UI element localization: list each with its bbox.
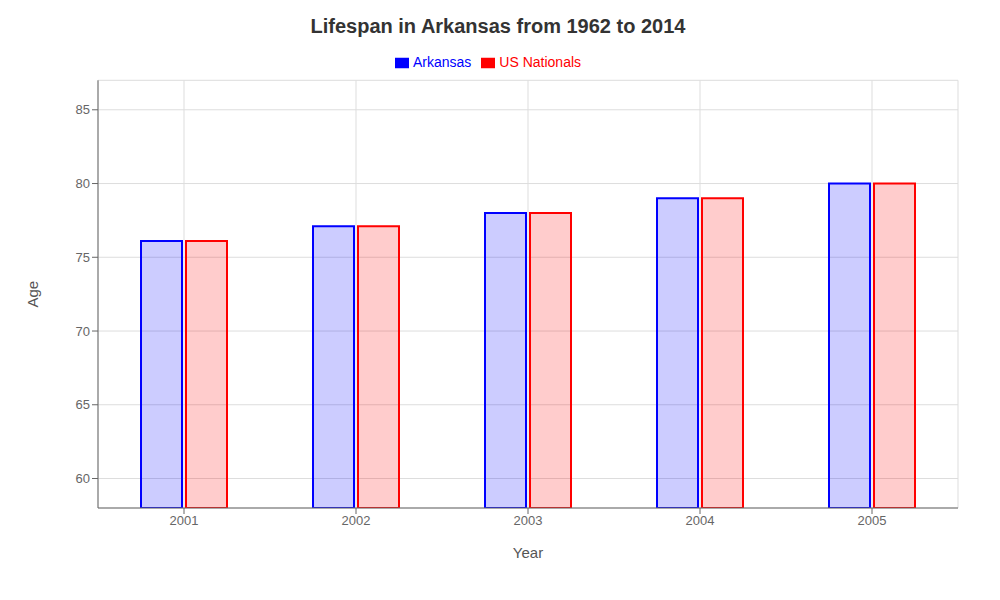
svg-text:2003: 2003 <box>514 513 543 528</box>
svg-text:85: 85 <box>76 102 90 117</box>
svg-text:2005: 2005 <box>858 513 887 528</box>
html-text:Lifespan in Arkansas from 1962: Lifespan in Arkansas from 1962 to 2014 <box>310 15 686 37</box>
svg-text:Age: Age <box>24 281 41 308</box>
svg-text:65: 65 <box>76 397 90 412</box>
svg-text:60: 60 <box>76 471 90 486</box>
svg-text:80: 80 <box>76 176 90 191</box>
svg-text:2001: 2001 <box>170 513 199 528</box>
svg-text:70: 70 <box>76 324 90 339</box>
svg-text:Year: Year <box>513 544 543 561</box>
svg-text:75: 75 <box>76 250 90 265</box>
svg-text:2004: 2004 <box>686 513 715 528</box>
html-text:US Nationals: US Nationals <box>499 54 581 70</box>
html-text:Arkansas: Arkansas <box>413 54 472 70</box>
svg-text:2002: 2002 <box>342 513 371 528</box>
